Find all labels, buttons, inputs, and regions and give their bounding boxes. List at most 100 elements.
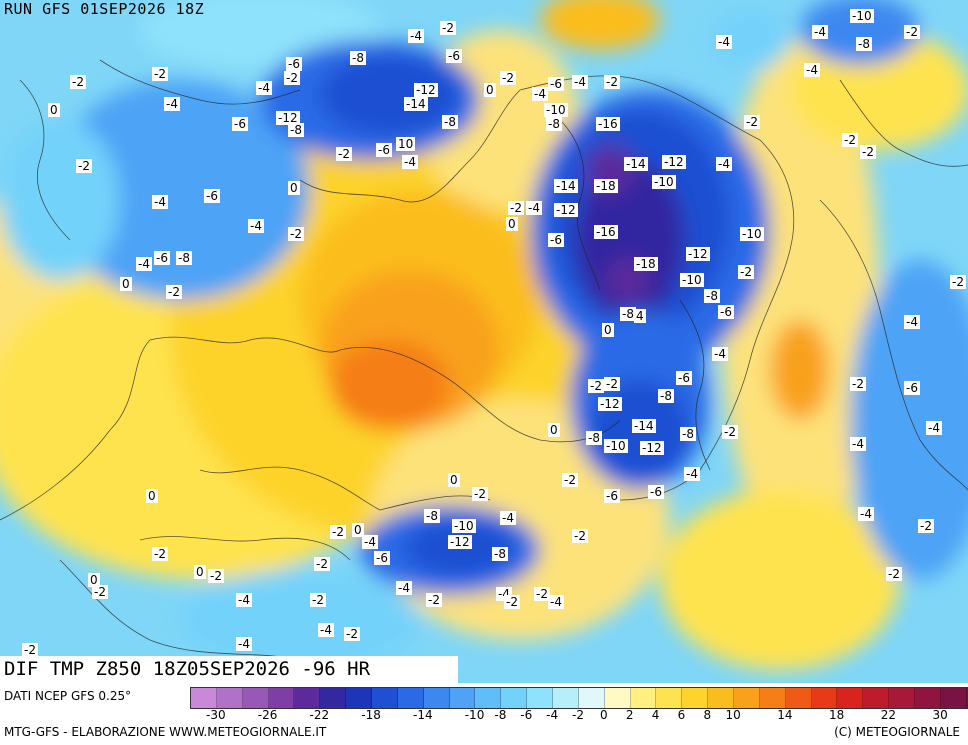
isoline-label: -4 [408, 29, 424, 43]
run-title: RUN GFS 01SEP2026 18Z [4, 0, 205, 18]
isoline-label: -8 [856, 37, 872, 51]
isoline-label: -10 [452, 519, 476, 533]
isoline-label: 0 [548, 423, 560, 437]
isoline-label: 0 [506, 217, 518, 231]
color-scale-tick: -26 [257, 708, 278, 722]
isoline-label: -2 [22, 643, 38, 657]
color-scale-cell [915, 688, 941, 708]
isoline-label: -16 [594, 225, 618, 239]
isoline-label: -2 [166, 285, 182, 299]
color-scale-cell [682, 688, 709, 708]
color-scale-cell [191, 688, 217, 708]
product-title: DIF TMP Z850 18Z05SEP2026 -96 HR [0, 656, 458, 683]
isoline-label: -2 [500, 71, 516, 85]
isoline-label: -2 [588, 379, 604, 393]
isoline-label: -2 [288, 227, 304, 241]
color-scale-cell [940, 688, 967, 708]
map-canvas [0, 0, 968, 683]
isoline-label: -16 [596, 117, 620, 131]
isoline-label: -4 [926, 421, 942, 435]
isoline-label: -2 [336, 147, 352, 161]
isoline-label: -4 [572, 75, 588, 89]
isoline-label: -4 [850, 437, 866, 451]
isoline-label: 0 [288, 181, 300, 195]
color-scale-cell [604, 688, 631, 708]
isoline-label: -4 [812, 25, 828, 39]
color-scale-cell [734, 688, 760, 708]
isoline-label: -4 [684, 467, 700, 481]
isoline-label: -4 [526, 201, 542, 215]
isoline-label: -8 [288, 123, 304, 137]
color-scale-cell [372, 688, 398, 708]
isoline-label: -8 [176, 251, 192, 265]
isoline-label: -2 [904, 25, 920, 39]
color-scale-tick: 4 [651, 708, 660, 722]
isoline-label: -6 [604, 489, 620, 503]
color-scale-cell [759, 688, 786, 708]
isoline-label: -6 [676, 371, 692, 385]
isoline-label: 4 [634, 309, 646, 323]
isoline-label: -8 [680, 427, 696, 441]
isoline-label: -2 [310, 593, 326, 607]
color-scale-tick: 2 [625, 708, 634, 722]
isoline-label: -4 [500, 511, 516, 525]
isoline-label: -2 [284, 71, 300, 85]
isoline-label: -12 [448, 535, 472, 549]
color-scale-cell [449, 688, 476, 708]
color-scale-cell [785, 688, 812, 708]
color-scale-tick: -6 [520, 708, 533, 722]
isoline-label: -6 [648, 485, 664, 499]
isoline-label: -10 [850, 9, 874, 23]
color-scale-tick: -30 [206, 708, 226, 722]
isoline-label: -4 [402, 155, 418, 169]
color-scale-cell [397, 688, 424, 708]
isoline-label: -6 [154, 251, 170, 265]
color-scale-cell [268, 688, 295, 708]
isoline-label: -2 [886, 567, 902, 581]
color-scale-cell [216, 688, 243, 708]
color-scale-cell [475, 688, 502, 708]
color-scale-tick: -2 [572, 708, 584, 722]
isoline-label: -2 [504, 595, 520, 609]
isoline-label: -4 [712, 347, 728, 361]
isoline-label: 0 [602, 323, 614, 337]
isoline-label: -6 [904, 381, 920, 395]
isoline-label: -4 [804, 63, 820, 77]
isoline-label: -2 [950, 275, 966, 289]
isoline-label: -12 [554, 203, 578, 217]
color-scale-tick: 22 [880, 708, 897, 722]
color-scale-cell [837, 688, 864, 708]
isoline-label: -8 [658, 389, 674, 403]
isoline-label: -14 [624, 157, 648, 171]
color-scale-tick: 8 [703, 708, 712, 722]
color-scale-cell [630, 688, 657, 708]
isoline-label: -6 [376, 143, 392, 157]
color-scale-tick: -18 [361, 708, 381, 722]
isoline-label: -12 [686, 247, 710, 261]
color-scale-cell [811, 688, 838, 708]
isoline-label: -10 [652, 175, 676, 189]
isoline-label: -2 [850, 377, 866, 391]
data-source-label: DATI NCEP GFS 0.25° [4, 689, 132, 703]
isoline-label: -2 [70, 75, 86, 89]
isoline-label: 0 [146, 489, 158, 503]
isoline-label: -10 [604, 439, 628, 453]
isoline-label: -14 [632, 419, 656, 433]
isoline-label: -14 [554, 179, 578, 193]
color-scale-cell [656, 688, 683, 708]
isoline-label: -6 [548, 77, 564, 91]
isoline-label: -2 [604, 377, 620, 391]
color-scale-cell [889, 688, 916, 708]
isoline-label: -2 [842, 133, 858, 147]
color-scale-tick: 10 [725, 708, 741, 722]
color-scale-tick: 0 [600, 708, 608, 722]
isoline-label: -6 [718, 305, 734, 319]
isoline-label: -8 [586, 431, 602, 445]
isoline-label: -8 [546, 117, 562, 131]
isoline-label: -2 [744, 115, 760, 129]
color-scale-cell [346, 688, 373, 708]
copyright-label: (C) METEOGIORNALE [834, 725, 960, 739]
isoline-label: -2 [738, 265, 754, 279]
isoline-label: -6 [286, 57, 302, 71]
isoline-label: -4 [236, 593, 252, 607]
